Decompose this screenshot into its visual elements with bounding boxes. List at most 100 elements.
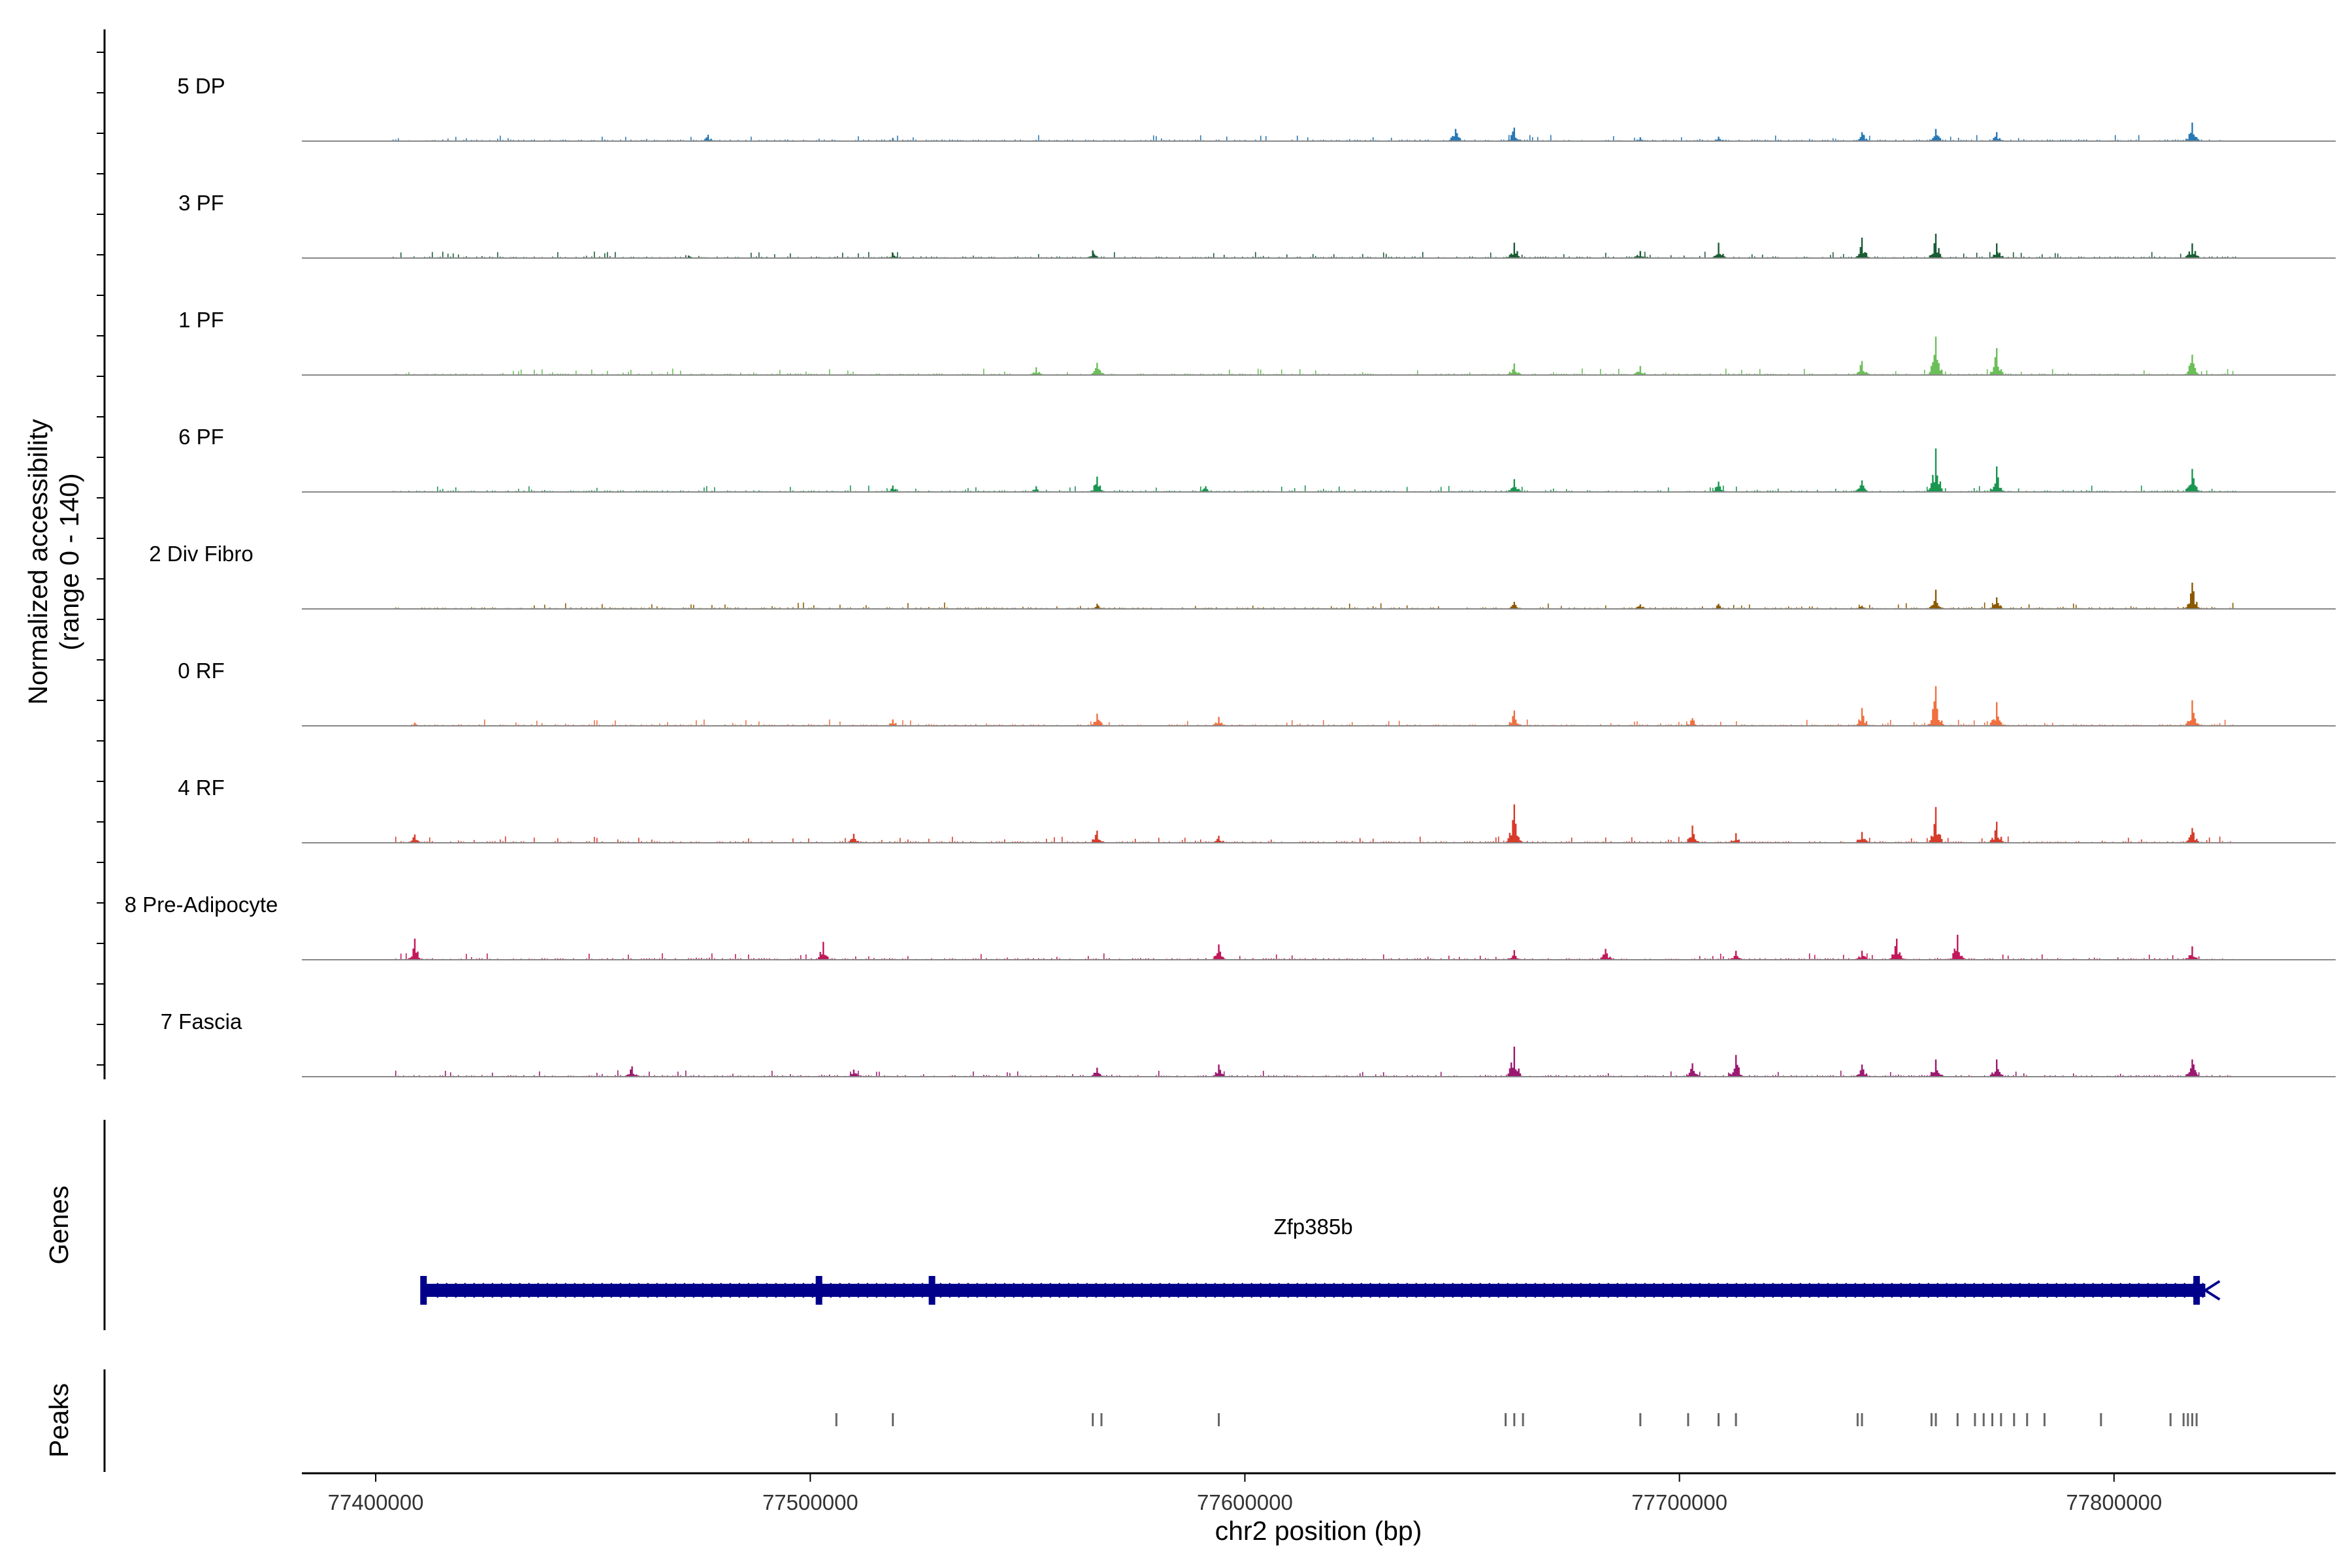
coverage-peak: [1087, 830, 1105, 843]
coverage-peak: [1926, 448, 1946, 492]
coverage-peak: [1852, 237, 1872, 258]
coverage-peak: [1026, 367, 1047, 375]
coverage-peak: [2182, 468, 2202, 492]
track: 5 DP: [177, 74, 2336, 142]
track: 1 PF: [178, 308, 2336, 376]
coverage-peak: [1708, 242, 1729, 258]
coverage-peak: [1854, 1064, 1870, 1077]
coverage-peak: [1682, 825, 1703, 843]
coverage-peak: [1852, 132, 1872, 141]
coverage-peak: [813, 941, 834, 960]
coverage-peak: [1727, 951, 1744, 960]
strand-arrows: [433, 1282, 2204, 1298]
coverage-peak: [1852, 361, 1872, 375]
gene-exon: [815, 1276, 823, 1305]
coverage-peak: [1504, 242, 1524, 258]
track-noise: [392, 1070, 2236, 1077]
peak-marks: [835, 1413, 2198, 1426]
coverage-peak: [1987, 702, 2007, 726]
coverage-peak: [1632, 604, 1649, 609]
coverage-peak: [1504, 804, 1524, 843]
coverage-peak: [1708, 482, 1729, 492]
track-label: 8 Pre-Adipocyte: [125, 892, 278, 917]
track: 7 Fascia: [161, 1009, 2336, 1077]
genes-panel-label: Genes: [44, 1186, 74, 1265]
coverage-peak: [2182, 828, 2202, 843]
coverage-peak: [2182, 700, 2202, 726]
gene-body: [423, 1284, 2206, 1297]
coverage-peak: [1987, 1059, 2007, 1077]
coverage-peak: [1088, 1068, 1105, 1077]
coverage-peak: [1926, 589, 1946, 609]
track-label: 0 RF: [178, 659, 225, 683]
coverage-peak: [1595, 949, 1616, 960]
y-axis-title: Normalized accessibility (range 0 - 140): [23, 419, 84, 705]
coverage-peak: [1852, 832, 1870, 843]
coverage-peak: [1028, 487, 1045, 492]
coverage-peak: [1506, 602, 1524, 609]
coverage-peak: [1887, 938, 1907, 960]
x-tick-label: 77400000: [328, 1490, 424, 1514]
y-axis-title-line2: (range 0 - 140): [54, 473, 84, 650]
coverage-peak: [1926, 807, 1946, 843]
gene-label: Zfp385b: [1273, 1215, 1352, 1239]
x-axis-title: chr2 position (bp): [1215, 1516, 1422, 1546]
track: 8 Pre-Adipocyte: [125, 892, 2336, 960]
gene-end-arrow: [2202, 1280, 2221, 1301]
x-axis-ticks: 77400000 77500000 77600000 77700000 77800000: [328, 1473, 2162, 1514]
gene-exon: [928, 1276, 936, 1305]
coverage-peak: [2182, 354, 2202, 375]
coverage-peak: [1926, 686, 1946, 726]
coverage-peak: [1710, 604, 1727, 609]
coverage-peak: [1852, 480, 1872, 492]
coverage-peak: [1506, 363, 1524, 375]
coverage-peak: [1087, 476, 1107, 492]
x-tick-label: 77600000: [1197, 1490, 1293, 1514]
coverage-peak: [1087, 363, 1105, 375]
gene-exon: [420, 1276, 427, 1305]
coverage-axis-ticks: [97, 52, 105, 1066]
gene-exon: [2193, 1276, 2200, 1305]
coverage-peak: [1632, 366, 1649, 375]
coverage-peak: [884, 719, 902, 726]
coverage-peak: [1504, 710, 1523, 726]
track-label: 3 PF: [178, 191, 224, 215]
track: 4 RF: [178, 776, 2336, 843]
genes-panel: Genes Zfp385b: [44, 1120, 2221, 1330]
track-label: 6 PF: [178, 425, 224, 449]
coverage-peak: [623, 1066, 641, 1077]
coverage-peak: [2182, 122, 2202, 141]
coverage-peak: [1987, 821, 2007, 843]
track-noise: [392, 252, 2236, 258]
coverage-peak: [1948, 934, 1968, 960]
coverage-peak: [1852, 708, 1872, 726]
coverage-peak: [843, 834, 864, 843]
x-axis: 77400000 77500000 77600000 77700000 77800000…: [302, 1472, 2336, 1546]
coverage-peak: [1926, 129, 1946, 141]
coverage-peak: [1684, 718, 1701, 726]
coverage-peak: [1987, 348, 2007, 375]
coverage-peak: [1197, 486, 1215, 492]
track-label: 1 PF: [178, 308, 224, 332]
coverage-peak: [1987, 466, 2007, 492]
coverage-peak: [1927, 1059, 1946, 1077]
coverage-peak: [843, 1070, 862, 1077]
y-axis-title-line1: Normalized accessibility: [23, 419, 53, 705]
x-tick-label: 77500000: [762, 1490, 858, 1514]
coverage-peak: [1854, 951, 1872, 960]
coverage-peak: [1987, 132, 2005, 141]
coverage-peak: [1083, 250, 1103, 258]
coverage-peak: [1209, 944, 1229, 960]
coverage-tracks: 5 DP 3 PF 1 PF 6 PF 2 Div Fibro 0 RF 4 RF 8 Pre…: [125, 74, 2336, 1077]
track-noise: [392, 135, 2236, 141]
coverage-peak: [1726, 1054, 1746, 1077]
track-label: 2 Div Fibro: [149, 542, 253, 566]
track: 0 RF: [178, 659, 2336, 727]
coverage-peak: [1987, 243, 2007, 258]
peaks-panel: Peaks: [44, 1369, 2198, 1472]
coverage-peak: [1504, 1047, 1524, 1077]
coverage-peak: [1210, 836, 1228, 843]
gene-model: [420, 1276, 2221, 1305]
coverage-peak: [404, 834, 423, 843]
